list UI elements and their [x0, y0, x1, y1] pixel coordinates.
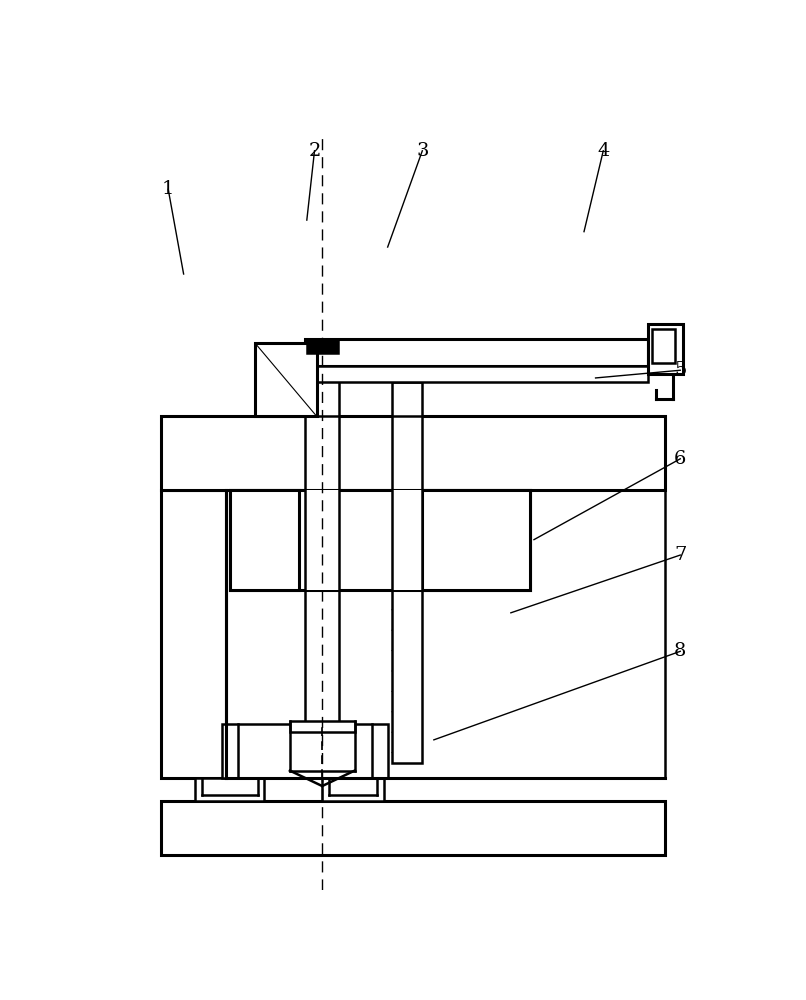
Bar: [290, 721, 355, 732]
Text: 8: 8: [674, 642, 687, 660]
Text: 6: 6: [674, 450, 687, 468]
Bar: [305, 366, 648, 382]
Bar: [305, 339, 648, 366]
Bar: [305, 416, 339, 490]
Bar: [648, 324, 683, 374]
Bar: [230, 490, 530, 590]
Bar: [392, 590, 422, 763]
Bar: [392, 416, 422, 490]
Bar: [222, 724, 388, 778]
Bar: [392, 382, 422, 416]
Text: 5: 5: [674, 361, 687, 379]
Text: 7: 7: [674, 546, 687, 564]
Bar: [422, 490, 530, 590]
Bar: [160, 416, 665, 490]
Bar: [230, 490, 299, 590]
Text: 3: 3: [416, 142, 429, 160]
Bar: [195, 778, 264, 801]
Text: 4: 4: [597, 142, 609, 160]
Bar: [392, 490, 422, 590]
Bar: [305, 351, 339, 416]
Bar: [256, 343, 317, 416]
Text: 2: 2: [309, 142, 321, 160]
Bar: [307, 339, 338, 353]
Bar: [322, 778, 384, 801]
Bar: [652, 329, 675, 363]
Bar: [305, 490, 339, 590]
Text: 1: 1: [162, 180, 174, 198]
Bar: [160, 801, 665, 855]
Bar: [160, 490, 226, 778]
Bar: [305, 590, 339, 778]
